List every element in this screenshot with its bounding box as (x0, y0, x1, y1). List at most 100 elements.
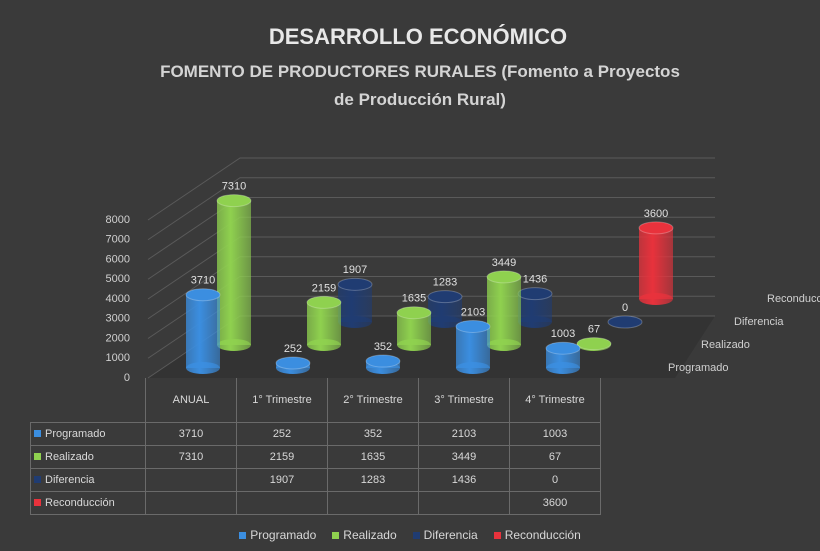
cylinder-top (216, 194, 252, 208)
table-row: Realizado 7310 2159 1635 3449 67 (30, 445, 601, 469)
table-corner (30, 378, 146, 423)
cylinder-bottom (428, 316, 462, 328)
data-label: 1003 (551, 328, 575, 340)
y-tick-label: 3000 (106, 313, 130, 325)
table-value: 1003 (509, 422, 601, 446)
grid-line (147, 157, 715, 221)
y-tick-label: 8000 (106, 214, 130, 226)
table-value (145, 468, 237, 492)
y-tick-label: 7000 (106, 234, 130, 246)
cylinder (396, 306, 432, 351)
data-label: 352 (374, 341, 392, 353)
cylinder (545, 341, 581, 374)
cylinder-top (486, 270, 522, 284)
series-name: Realizado (45, 451, 94, 463)
data-label: 2159 (312, 282, 336, 294)
data-label: 1635 (402, 293, 426, 305)
y-tick-label: 1000 (106, 352, 130, 364)
cylinder-body (456, 326, 490, 368)
data-label: 3710 (191, 275, 215, 287)
series-name: Diferencia (45, 474, 95, 486)
table-series-cell: Realizado (30, 445, 146, 469)
cylinder-top (638, 221, 674, 235)
cylinder (427, 290, 463, 328)
category-label: ANUAL (145, 378, 237, 423)
table-value: 3710 (145, 422, 237, 446)
cylinder-bottom (217, 339, 251, 351)
cylinder-top (545, 341, 581, 355)
cylinder (216, 194, 252, 351)
legend-entry: Diferencia (412, 528, 478, 542)
legend-entry: Realizado (332, 528, 397, 542)
cylinder-top (275, 356, 311, 370)
series-label: Programado (668, 362, 729, 374)
cylinder-bottom (338, 316, 372, 328)
y-tick-label: 0 (124, 372, 130, 384)
series-label: Realizado (701, 339, 750, 351)
table-series-cell: Diferencia (30, 468, 146, 492)
table-value: 1436 (418, 468, 510, 492)
swatch (34, 430, 41, 437)
table-value: 352 (327, 422, 419, 446)
swatch (34, 453, 41, 460)
cylinder-body (217, 200, 251, 345)
data-label: 67 (588, 324, 600, 336)
chart-subtitle: FOMENTO DE PRODUCTORES RURALES (Fomento … (160, 62, 680, 109)
data-label: 1436 (523, 274, 547, 286)
table-row: Diferencia 1907 1283 1436 0 (30, 468, 601, 492)
y-tick-label: 5000 (106, 273, 130, 285)
table-value: 1283 (327, 468, 419, 492)
table-value: 2103 (418, 422, 510, 446)
table-series-cell: Reconducción (30, 491, 146, 515)
cylinder (275, 356, 311, 374)
data-label: 1283 (433, 277, 457, 289)
data-label: 252 (284, 343, 302, 355)
cylinder-bottom (487, 339, 521, 351)
table-value: 2159 (236, 445, 328, 469)
cylinder (306, 295, 342, 351)
cylinder (486, 270, 522, 351)
data-table: ANUAL 1° Trimestre 2° Trimestre 3° Trimestr… (30, 378, 601, 515)
data-label: 1907 (343, 264, 367, 276)
cylinder-bottom (518, 316, 552, 328)
legend-label: Reconducción (504, 528, 581, 542)
table-value (418, 491, 510, 515)
category-label: 2° Trimestre (327, 378, 419, 423)
cylinder-body (186, 294, 220, 368)
table-value (327, 491, 419, 515)
cylinder-top (185, 288, 221, 302)
table-value: 252 (236, 422, 328, 446)
legend-label: Realizado (343, 528, 397, 542)
table-header-row: ANUAL 1° Trimestre 2° Trimestre 3° Trimestr… (30, 378, 601, 423)
cylinder-bottom (546, 362, 580, 374)
y-tick-label: 4000 (106, 293, 130, 305)
table-value (236, 491, 328, 515)
legend-label: Programado (250, 528, 317, 542)
grid-line (147, 177, 715, 241)
legend-entry: Reconducción (493, 528, 581, 542)
cylinder-bottom (307, 339, 341, 351)
data-label: 3449 (492, 257, 516, 269)
cylinder-top (517, 287, 553, 301)
cylinder (607, 315, 643, 329)
table-value: 3600 (509, 491, 601, 515)
cylinder-top (396, 306, 432, 320)
legend-label: Diferencia (423, 528, 478, 542)
legend: Programado Realizado Diferencia Reconducció… (0, 528, 820, 542)
table-value (145, 491, 237, 515)
table-value: 67 (509, 445, 601, 469)
swatch (34, 499, 41, 506)
cylinder-top (576, 337, 612, 351)
cylinder (517, 287, 553, 328)
cylinder-top (306, 295, 342, 309)
chart-title: DESARROLLO ECONÓMICO (269, 24, 567, 49)
table-value: 7310 (145, 445, 237, 469)
cylinder (638, 221, 674, 305)
cylinder-bottom (456, 362, 490, 374)
y-tick-label: 2000 (106, 332, 130, 344)
cylinder (365, 354, 401, 374)
legend-swatch (412, 532, 420, 539)
series-label: Reconducción (767, 293, 820, 305)
